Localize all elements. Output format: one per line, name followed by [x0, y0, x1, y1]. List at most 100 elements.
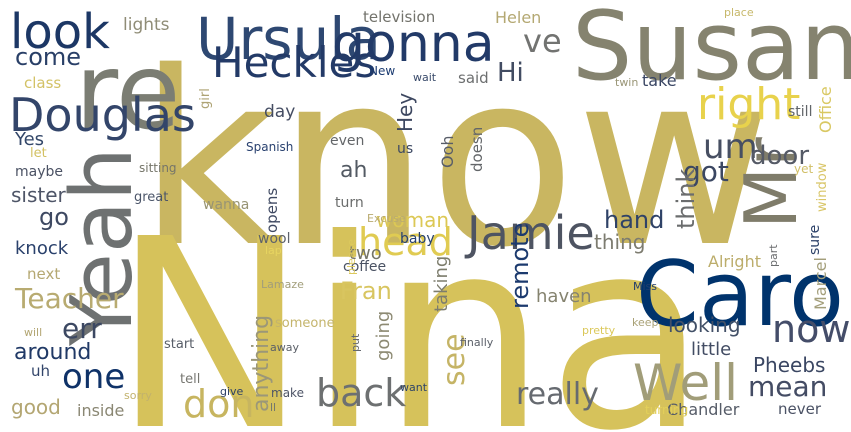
- cloud-word: Pheebs: [753, 353, 826, 377]
- cloud-word: Miss: [633, 280, 658, 293]
- cloud-word: give: [220, 385, 244, 398]
- cloud-word: please: [345, 238, 358, 275]
- cloud-word: ll: [270, 401, 277, 414]
- cloud-word: New: [369, 64, 396, 78]
- cloud-word: knock: [15, 238, 69, 259]
- cloud-word: maybe: [15, 164, 64, 180]
- cloud-word: um: [703, 127, 758, 167]
- cloud-word: make: [271, 386, 304, 400]
- cloud-word: lights: [123, 15, 170, 35]
- cloud-word: know: [138, 20, 773, 300]
- cloud-word: Heckles: [212, 38, 377, 87]
- cloud-word: sure: [807, 224, 823, 255]
- cloud-word: Douglas: [9, 88, 196, 142]
- cloud-word: sitting: [139, 161, 177, 175]
- cloud-word: Susan: [572, 0, 851, 102]
- cloud-word: gonna: [332, 14, 495, 74]
- cloud-word: ah: [340, 158, 368, 183]
- cloud-word: re: [75, 31, 181, 153]
- cloud-word: little: [691, 339, 732, 360]
- cloud-word: Carol: [636, 242, 851, 347]
- cloud-word: sister: [11, 183, 66, 207]
- cloud-word: class: [24, 74, 62, 92]
- cloud-word: Spanish: [246, 140, 294, 154]
- cloud-word: television: [363, 8, 436, 26]
- cloud-word: let: [30, 146, 47, 161]
- cloud-word: around: [14, 340, 92, 365]
- cloud-word: come: [15, 43, 82, 71]
- cloud-word: door: [750, 141, 810, 171]
- cloud-word: coffee: [343, 259, 387, 275]
- cloud-word: Well: [633, 354, 739, 412]
- cloud-word: never: [778, 400, 822, 418]
- cloud-word: Hey: [393, 93, 417, 133]
- cloud-word: lap: [265, 244, 282, 257]
- cloud-word: put: [349, 334, 362, 353]
- cloud-word: err: [62, 312, 102, 345]
- cloud-word: got: [683, 155, 729, 188]
- cloud-word: think: [672, 168, 700, 230]
- cloud-word: tell: [180, 372, 201, 387]
- cloud-word: start: [164, 337, 195, 352]
- cloud-word: next: [27, 265, 61, 283]
- cloud-word: opens: [263, 187, 281, 233]
- cloud-word: right: [697, 79, 801, 130]
- cloud-word: Excuse: [367, 212, 406, 225]
- cloud-word: girl: [198, 88, 213, 110]
- cloud-word: said: [458, 69, 489, 87]
- cloud-word: Hi: [497, 58, 524, 88]
- cloud-word: someone: [275, 316, 335, 331]
- cloud-word: good: [11, 395, 61, 419]
- cloud-word: really: [516, 377, 599, 412]
- cloud-word: taking: [431, 255, 452, 312]
- cloud-word: part: [767, 244, 780, 268]
- cloud-word: yet: [794, 162, 814, 176]
- cloud-word: Chandler: [667, 400, 740, 419]
- cloud-word: hand: [604, 206, 665, 234]
- cloud-word: head: [358, 220, 453, 264]
- cloud-word: looking: [668, 313, 741, 337]
- cloud-word: Yes: [15, 129, 45, 150]
- cloud-word: anything: [249, 315, 274, 413]
- cloud-word: window: [815, 163, 830, 213]
- cloud-word: back: [316, 371, 407, 415]
- cloud-word: will: [24, 326, 43, 339]
- cloud-word: two: [349, 243, 382, 264]
- cloud-word: uh: [31, 362, 51, 380]
- cloud-word: woman: [376, 208, 450, 232]
- cloud-word: Alright: [708, 252, 761, 271]
- cloud-word: turning: [645, 403, 689, 417]
- cloud-word: ve: [523, 22, 562, 60]
- cloud-word: Jamie: [467, 206, 595, 260]
- cloud-word: Marcel: [811, 256, 830, 310]
- cloud-word: want: [400, 381, 428, 394]
- cloud-word: day: [264, 102, 296, 122]
- cloud-word: doesn: [468, 126, 486, 172]
- cloud-word: wanna: [203, 197, 250, 213]
- cloud-word: Nina: [112, 183, 708, 432]
- cloud-word: still: [788, 104, 813, 120]
- cloud-word: Office: [816, 85, 835, 133]
- cloud-word: Helen: [495, 8, 542, 27]
- cloud-word: Lamaze: [261, 278, 304, 291]
- cloud-word: mean: [748, 370, 828, 403]
- cloud-word: inside: [77, 401, 125, 420]
- cloud-word: remote: [506, 222, 534, 310]
- cloud-word: take: [642, 71, 677, 90]
- cloud-word: keep: [632, 316, 659, 329]
- cloud-word: place: [724, 6, 754, 19]
- cloud-word: one: [62, 357, 126, 397]
- cloud-word: Ursula: [196, 5, 381, 73]
- cloud-word: us: [397, 141, 414, 157]
- cloud-word: sorry: [124, 389, 152, 402]
- cloud-word: look: [10, 4, 110, 60]
- cloud-word: Teacher: [15, 282, 124, 315]
- cloud-word: finally: [460, 336, 494, 349]
- cloud-word: haven: [536, 286, 592, 307]
- cloud-word: Ooh: [438, 135, 457, 168]
- cloud-word: great: [134, 190, 169, 205]
- cloud-word: Fran: [340, 277, 392, 305]
- cloud-word: wool: [258, 231, 291, 247]
- cloud-word: thing: [594, 230, 646, 254]
